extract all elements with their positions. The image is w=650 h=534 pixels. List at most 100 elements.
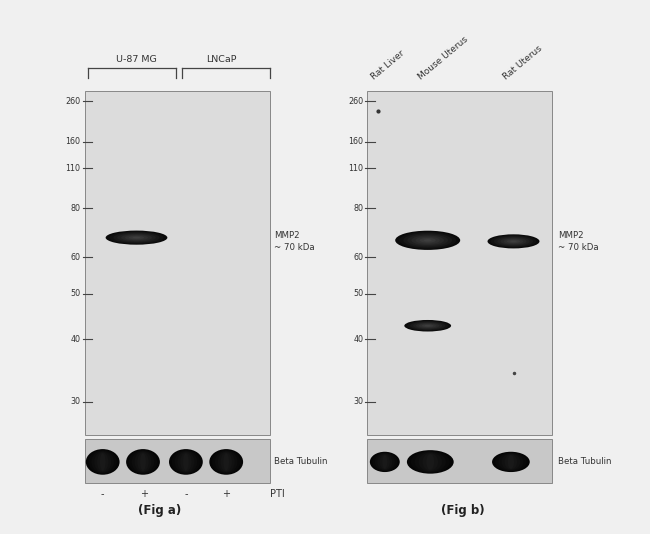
Text: Rat Uterus: Rat Uterus bbox=[501, 43, 543, 81]
Ellipse shape bbox=[121, 234, 152, 241]
Text: MMP2
~ 70 kDa: MMP2 ~ 70 kDa bbox=[558, 231, 599, 252]
Ellipse shape bbox=[411, 235, 444, 245]
Ellipse shape bbox=[492, 452, 530, 472]
Ellipse shape bbox=[422, 324, 434, 327]
Ellipse shape bbox=[395, 231, 460, 250]
Text: 50: 50 bbox=[353, 289, 363, 298]
Ellipse shape bbox=[408, 234, 448, 246]
Text: Mouse Uterus: Mouse Uterus bbox=[417, 34, 470, 81]
Text: 80: 80 bbox=[354, 204, 363, 213]
Ellipse shape bbox=[404, 320, 451, 332]
Ellipse shape bbox=[372, 452, 397, 472]
Ellipse shape bbox=[399, 232, 456, 249]
Ellipse shape bbox=[125, 235, 148, 240]
Ellipse shape bbox=[133, 237, 140, 239]
Ellipse shape bbox=[382, 455, 387, 469]
Ellipse shape bbox=[407, 450, 454, 474]
Ellipse shape bbox=[137, 452, 149, 472]
Ellipse shape bbox=[426, 454, 434, 470]
Ellipse shape bbox=[424, 239, 432, 241]
Text: Beta Tubulin: Beta Tubulin bbox=[274, 457, 328, 466]
Text: (Fig a): (Fig a) bbox=[138, 504, 181, 517]
Text: LNCaP: LNCaP bbox=[206, 55, 236, 64]
Text: -: - bbox=[101, 490, 105, 499]
Ellipse shape bbox=[375, 453, 395, 470]
Ellipse shape bbox=[497, 237, 530, 246]
Ellipse shape bbox=[224, 453, 229, 470]
Ellipse shape bbox=[177, 452, 194, 472]
Text: 160: 160 bbox=[66, 137, 81, 146]
FancyBboxPatch shape bbox=[367, 91, 552, 435]
Ellipse shape bbox=[508, 455, 514, 469]
Text: 110: 110 bbox=[66, 164, 81, 172]
Ellipse shape bbox=[510, 240, 517, 242]
Text: PTI: PTI bbox=[270, 490, 285, 499]
Ellipse shape bbox=[420, 238, 436, 242]
Text: 50: 50 bbox=[70, 289, 81, 298]
Ellipse shape bbox=[495, 452, 526, 472]
Ellipse shape bbox=[419, 452, 442, 472]
Ellipse shape bbox=[491, 235, 536, 248]
Ellipse shape bbox=[500, 238, 526, 245]
Text: +: + bbox=[222, 490, 230, 499]
Ellipse shape bbox=[94, 452, 111, 472]
Ellipse shape bbox=[407, 321, 448, 331]
Text: 110: 110 bbox=[348, 164, 363, 172]
Ellipse shape bbox=[129, 236, 144, 239]
Ellipse shape bbox=[209, 449, 243, 475]
FancyBboxPatch shape bbox=[84, 439, 270, 483]
Ellipse shape bbox=[97, 452, 109, 472]
Text: 40: 40 bbox=[71, 335, 81, 343]
Ellipse shape bbox=[499, 453, 523, 470]
Ellipse shape bbox=[135, 452, 151, 472]
Ellipse shape bbox=[212, 450, 240, 474]
Ellipse shape bbox=[100, 453, 105, 470]
Text: 80: 80 bbox=[71, 204, 81, 213]
Text: +: + bbox=[140, 490, 148, 499]
Text: 60: 60 bbox=[354, 253, 363, 262]
Text: Beta Tubulin: Beta Tubulin bbox=[558, 457, 611, 466]
Ellipse shape bbox=[126, 449, 160, 475]
Ellipse shape bbox=[183, 453, 188, 470]
Text: U-87 MG: U-87 MG bbox=[116, 55, 157, 64]
Ellipse shape bbox=[422, 453, 438, 470]
Ellipse shape bbox=[403, 233, 452, 247]
Ellipse shape bbox=[411, 451, 450, 473]
Text: 260: 260 bbox=[348, 97, 363, 106]
Ellipse shape bbox=[220, 452, 232, 472]
Ellipse shape bbox=[413, 322, 443, 329]
Text: MMP2
~ 70 kDa: MMP2 ~ 70 kDa bbox=[274, 231, 315, 252]
Text: -: - bbox=[184, 490, 188, 499]
Ellipse shape bbox=[132, 451, 154, 473]
Text: 60: 60 bbox=[71, 253, 81, 262]
Text: 30: 30 bbox=[354, 397, 363, 406]
Ellipse shape bbox=[140, 453, 146, 470]
Ellipse shape bbox=[504, 239, 523, 244]
Ellipse shape bbox=[419, 324, 437, 328]
Text: 30: 30 bbox=[71, 397, 81, 406]
Ellipse shape bbox=[416, 323, 439, 328]
Ellipse shape bbox=[105, 231, 168, 245]
Ellipse shape bbox=[172, 450, 200, 474]
FancyBboxPatch shape bbox=[367, 439, 552, 483]
Ellipse shape bbox=[507, 240, 520, 243]
Ellipse shape bbox=[117, 233, 156, 242]
Text: (Fig b): (Fig b) bbox=[441, 504, 485, 517]
Ellipse shape bbox=[494, 236, 533, 247]
Ellipse shape bbox=[504, 454, 517, 469]
Ellipse shape bbox=[215, 451, 237, 473]
Ellipse shape bbox=[218, 452, 235, 472]
Ellipse shape bbox=[88, 450, 117, 474]
Text: 40: 40 bbox=[354, 335, 363, 343]
Ellipse shape bbox=[488, 234, 540, 248]
Ellipse shape bbox=[425, 325, 431, 326]
Ellipse shape bbox=[180, 452, 192, 472]
Ellipse shape bbox=[175, 451, 197, 473]
Ellipse shape bbox=[169, 449, 203, 475]
Ellipse shape bbox=[410, 321, 445, 330]
Ellipse shape bbox=[377, 454, 392, 470]
Ellipse shape bbox=[109, 231, 164, 244]
Ellipse shape bbox=[129, 450, 157, 474]
Ellipse shape bbox=[415, 452, 446, 472]
Ellipse shape bbox=[415, 237, 440, 244]
